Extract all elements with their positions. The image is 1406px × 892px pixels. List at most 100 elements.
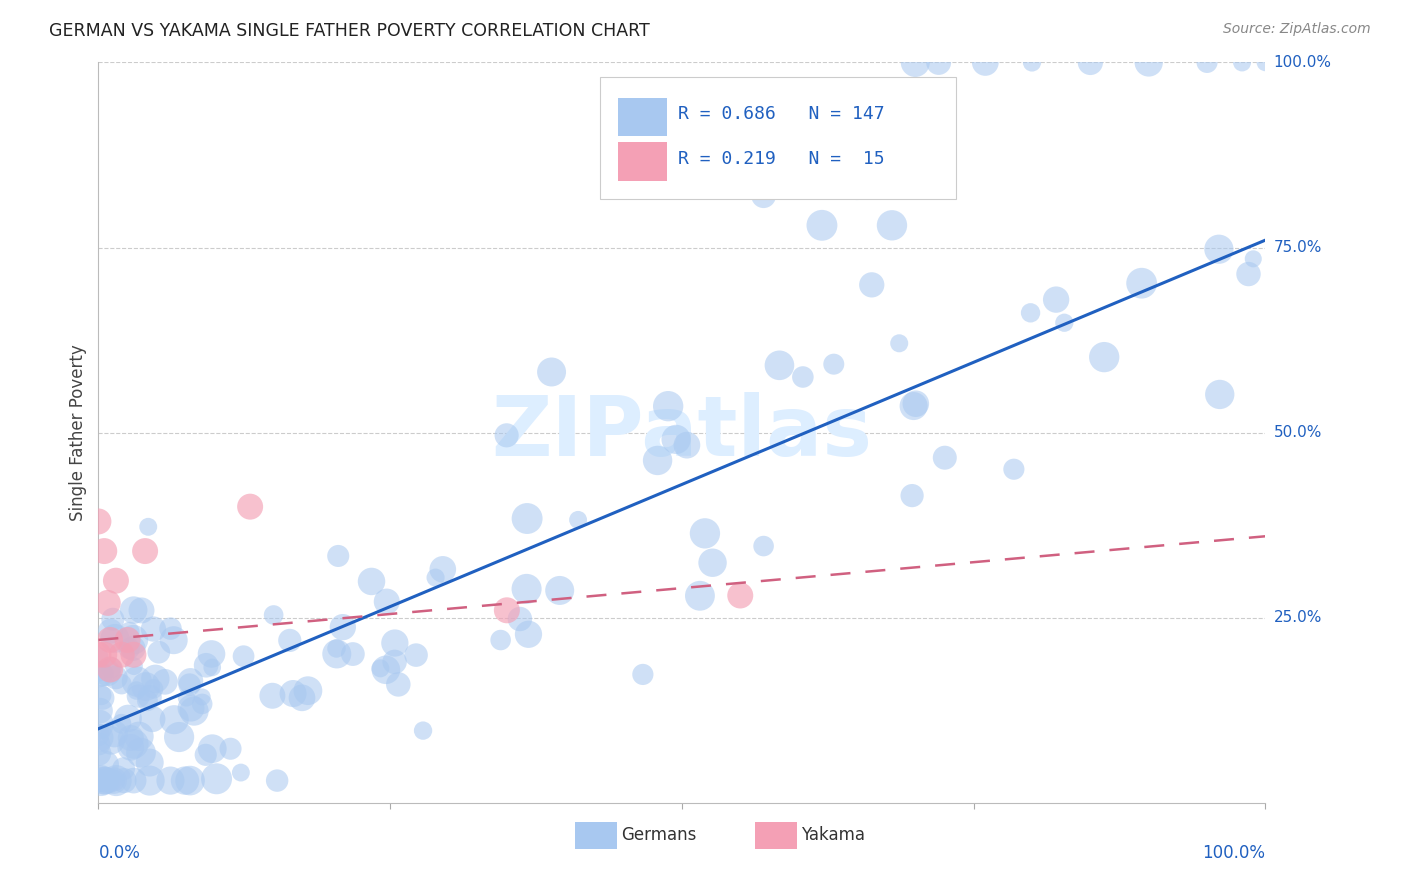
Point [278,633,301,648]
Point [138,756,160,770]
Point [97,773,120,788]
Point [153,674,176,689]
Point [194,747,217,762]
Point [111,648,134,662]
Text: 0.0%: 0.0% [98,844,141,862]
Point [104,670,127,684]
Point [811,219,834,233]
Point [89,731,111,745]
Point [122,737,145,751]
Point [122,648,145,662]
Point [509,612,531,626]
Point [567,513,589,527]
Point [548,583,571,598]
Point [693,526,716,541]
Point [96,665,118,680]
Point [94,757,117,772]
Point [425,571,447,585]
Point [880,219,903,233]
Point [200,647,222,661]
Point [360,574,382,589]
Text: Source: ZipAtlas.com: Source: ZipAtlas.com [1223,22,1371,37]
Point [118,641,141,656]
Point [1019,306,1042,320]
Point [125,683,148,698]
Point [129,746,152,760]
Point [122,773,145,788]
Text: R = 0.219   N =  15: R = 0.219 N = 15 [679,150,884,168]
Point [191,697,214,711]
Point [87,746,110,760]
Point [516,582,538,596]
Text: 25.0%: 25.0% [1274,610,1322,625]
Point [387,677,409,691]
Point [1130,277,1153,291]
Point [374,663,396,677]
Point [384,655,406,669]
Point [191,690,214,704]
Point [142,681,165,696]
Point [860,277,883,292]
Point [105,773,128,788]
Point [138,690,160,705]
Point [752,188,775,202]
Point [163,633,186,648]
Point [141,712,163,726]
Point [103,773,125,788]
Point [93,544,115,558]
Point [174,773,197,788]
Point [87,717,110,731]
Point [128,730,150,744]
Point [928,55,950,70]
Point [176,691,198,706]
Point [125,674,148,689]
Point [934,450,956,465]
Point [689,589,711,603]
Point [1237,267,1260,281]
Point [904,55,927,70]
Point [904,397,927,411]
Point [87,728,110,742]
Point [117,711,139,725]
Text: R = 0.686   N = 147: R = 0.686 N = 147 [679,105,884,123]
Point [1053,316,1076,330]
Point [91,691,114,706]
Point [328,549,350,563]
Point [103,773,125,788]
Point [229,765,252,780]
Point [903,399,925,413]
Point [87,515,110,529]
Point [332,620,354,634]
Point [792,370,814,384]
Point [110,677,132,691]
Point [1241,252,1264,266]
Point [201,660,224,674]
Point [90,773,112,788]
Point [702,556,724,570]
Point [131,603,153,617]
Point [110,716,132,731]
Point [97,773,120,788]
Point [432,562,454,576]
Point [89,704,111,718]
Point [93,773,115,788]
Point [90,773,112,788]
Point [266,773,288,788]
Point [122,659,145,673]
Point [1002,462,1025,476]
Point [1254,55,1277,70]
FancyBboxPatch shape [617,143,666,181]
FancyBboxPatch shape [575,822,617,848]
Point [100,624,122,639]
Text: 50.0%: 50.0% [1274,425,1322,440]
Point [516,511,538,525]
Text: Germans: Germans [621,826,696,845]
Point [163,713,186,727]
Point [657,399,679,413]
Point [117,632,139,647]
Text: Yakama: Yakama [801,826,865,845]
Point [232,649,254,664]
Point [281,687,304,701]
Point [159,773,181,788]
Point [98,663,121,677]
